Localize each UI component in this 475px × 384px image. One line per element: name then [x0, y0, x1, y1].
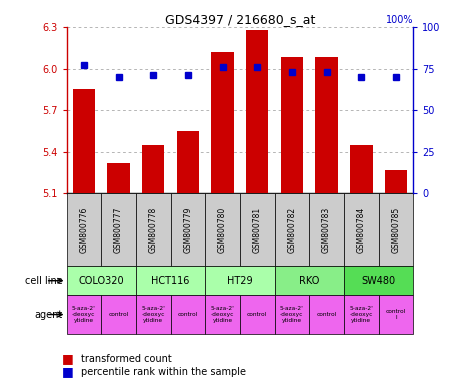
- Bar: [385, 170, 407, 194]
- Bar: [205, 295, 240, 334]
- Text: control
l: control l: [386, 309, 406, 320]
- Text: HT29: HT29: [227, 276, 253, 286]
- Text: control: control: [247, 312, 267, 317]
- Text: GSM800781: GSM800781: [253, 207, 262, 253]
- Bar: [66, 194, 101, 266]
- Bar: [246, 30, 268, 194]
- Text: control: control: [316, 312, 337, 317]
- Text: HCT116: HCT116: [152, 276, 190, 286]
- Bar: [136, 194, 171, 266]
- Bar: [281, 58, 303, 194]
- Text: control: control: [108, 312, 129, 317]
- Text: RKO: RKO: [299, 276, 319, 286]
- Text: 5-aza-2'
-deoxyc
ytidine: 5-aza-2' -deoxyc ytidine: [72, 306, 96, 323]
- Bar: [211, 52, 234, 194]
- Bar: [315, 58, 338, 194]
- Bar: [101, 194, 136, 266]
- Title: GDS4397 / 216680_s_at: GDS4397 / 216680_s_at: [165, 13, 315, 26]
- Bar: [379, 295, 413, 334]
- Text: GSM800780: GSM800780: [218, 207, 227, 253]
- Bar: [171, 295, 205, 334]
- Bar: [379, 194, 413, 266]
- Bar: [171, 194, 205, 266]
- Text: GSM800776: GSM800776: [79, 207, 88, 253]
- Bar: [101, 295, 136, 334]
- Text: control: control: [178, 312, 198, 317]
- Text: GSM800783: GSM800783: [322, 207, 331, 253]
- Bar: [73, 89, 95, 194]
- Bar: [309, 295, 344, 334]
- Text: agent: agent: [35, 310, 63, 319]
- Text: COLO320: COLO320: [78, 276, 124, 286]
- Bar: [275, 266, 344, 295]
- Bar: [344, 266, 413, 295]
- Bar: [136, 266, 205, 295]
- Text: 5-aza-2'
-deoxyc
ytidine: 5-aza-2' -deoxyc ytidine: [280, 306, 304, 323]
- Text: cell line: cell line: [25, 276, 63, 286]
- Text: GSM800779: GSM800779: [183, 207, 192, 253]
- Text: 100%: 100%: [386, 15, 413, 25]
- Text: GSM800784: GSM800784: [357, 207, 366, 253]
- Bar: [240, 295, 275, 334]
- Bar: [344, 295, 379, 334]
- Text: 5-aza-2'
-deoxyc
ytidine: 5-aza-2' -deoxyc ytidine: [349, 306, 373, 323]
- Bar: [66, 266, 136, 295]
- Bar: [205, 266, 275, 295]
- Bar: [240, 194, 275, 266]
- Text: GSM800782: GSM800782: [287, 207, 296, 253]
- Bar: [142, 145, 164, 194]
- Text: GSM800785: GSM800785: [391, 207, 400, 253]
- Bar: [350, 145, 372, 194]
- Bar: [275, 295, 309, 334]
- Bar: [205, 194, 240, 266]
- Text: transformed count: transformed count: [81, 354, 171, 364]
- Text: 5-aza-2'
-deoxyc
ytidine: 5-aza-2' -deoxyc ytidine: [141, 306, 165, 323]
- Bar: [344, 194, 379, 266]
- Bar: [275, 194, 309, 266]
- Bar: [66, 295, 101, 334]
- Text: GSM800778: GSM800778: [149, 207, 158, 253]
- Bar: [309, 194, 344, 266]
- Text: GSM800777: GSM800777: [114, 207, 123, 253]
- Bar: [107, 163, 130, 194]
- Text: ■: ■: [62, 365, 74, 378]
- Text: 5-aza-2'
-deoxyc
ytidine: 5-aza-2' -deoxyc ytidine: [210, 306, 235, 323]
- Text: ■: ■: [62, 353, 74, 366]
- Bar: [136, 295, 171, 334]
- Bar: [177, 131, 199, 194]
- Text: SW480: SW480: [361, 276, 396, 286]
- Text: percentile rank within the sample: percentile rank within the sample: [81, 367, 246, 377]
